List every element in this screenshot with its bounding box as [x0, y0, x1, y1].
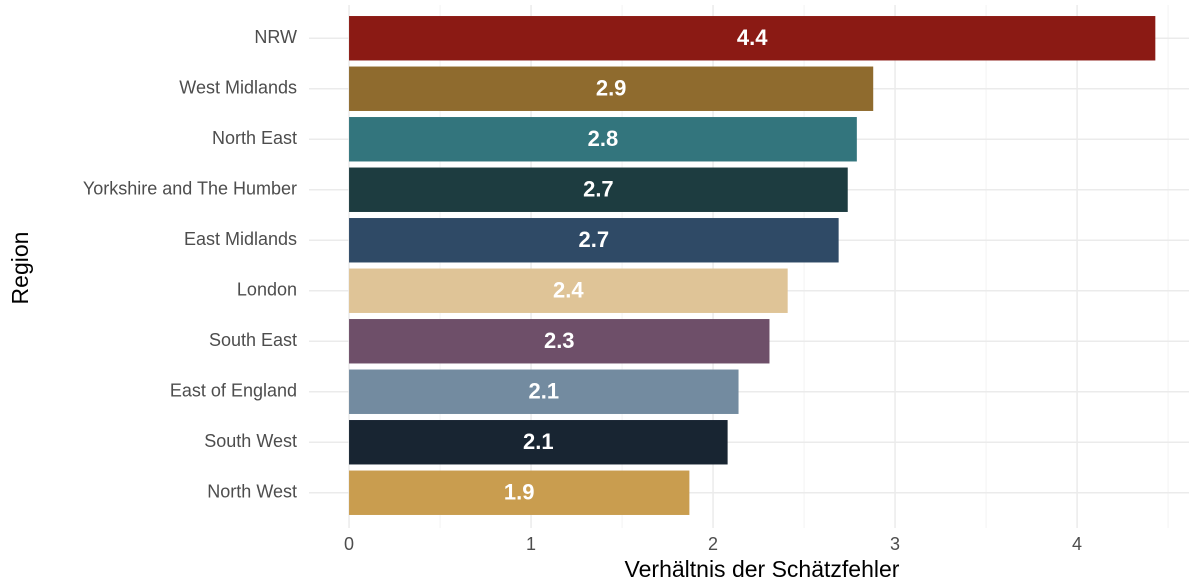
y-tick-label: West Midlands [179, 78, 297, 98]
bar [349, 470, 690, 515]
y-tick-label: East Midlands [184, 229, 297, 249]
bar [349, 66, 874, 111]
bar [349, 319, 770, 364]
value-label: 2.1 [528, 379, 559, 404]
y-tick-label: Yorkshire and The Humber [83, 179, 297, 199]
y-tick-label: South East [209, 330, 297, 350]
y-tick-label: NRW [254, 27, 297, 47]
bar [349, 16, 1156, 61]
bar [349, 218, 839, 263]
y-tick-label: London [237, 280, 297, 300]
bar [349, 117, 857, 162]
value-label: 2.9 [596, 76, 627, 101]
bar [349, 268, 788, 313]
x-tick-label: 0 [344, 534, 354, 554]
value-label: 4.4 [737, 25, 768, 50]
value-label: 2.4 [553, 278, 584, 303]
x-tick-label: 4 [1072, 534, 1082, 554]
x-tick-label: 1 [526, 534, 536, 554]
value-label: 2.8 [588, 126, 619, 151]
y-tick-label: East of England [170, 381, 297, 401]
value-label: 1.9 [504, 480, 535, 505]
value-label: 2.7 [583, 177, 614, 202]
bar [349, 369, 739, 414]
y-tick-label: North West [207, 482, 297, 502]
y-axis-title: Region [7, 232, 33, 305]
x-tick-label: 2 [708, 534, 718, 554]
x-tick-label: 3 [890, 534, 900, 554]
value-label: 2.1 [523, 429, 554, 454]
bar [349, 167, 848, 212]
y-tick-label: North East [212, 128, 297, 148]
value-label: 2.7 [579, 227, 610, 252]
x-axis-title: Verhältnis der Schätzfehler [625, 556, 900, 582]
value-label: 2.3 [544, 328, 575, 353]
bar [349, 420, 728, 465]
y-tick-label: South West [204, 431, 297, 451]
